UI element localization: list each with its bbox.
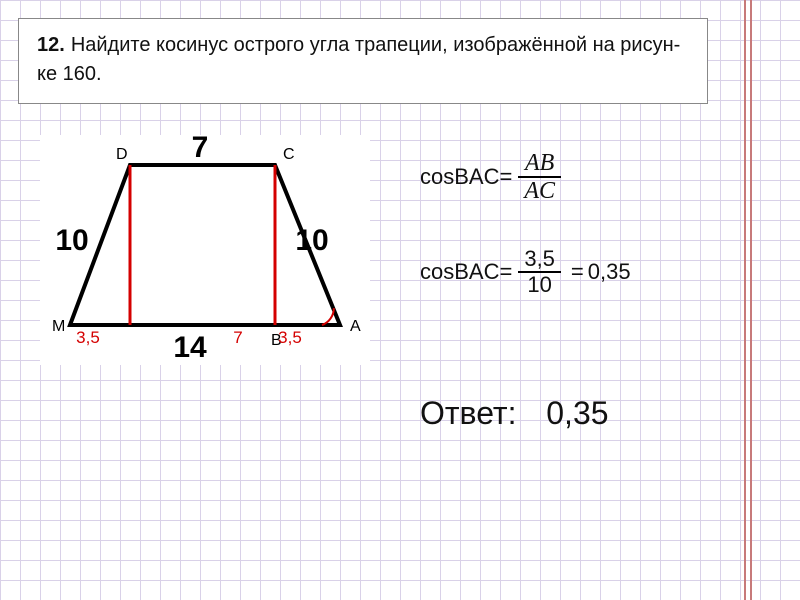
- answer-label: Ответ:: [420, 395, 516, 431]
- calc1-numerator: AB: [519, 150, 560, 176]
- calc2-rhs: 0,35: [588, 259, 631, 285]
- calculation-area: cosBAC= AB AC cosBAC= 3,5 10 = 0,35: [420, 150, 760, 339]
- svg-text:D: D: [116, 146, 128, 163]
- calc1-fraction: AB AC: [518, 150, 561, 205]
- problem-number: 12.: [37, 34, 65, 56]
- svg-text:10: 10: [55, 224, 88, 257]
- problem-text-line2: ке 160.: [37, 63, 102, 85]
- svg-text:7: 7: [192, 135, 209, 164]
- problem-text-line1: Найдите косинус острого угла трапеции, и…: [71, 34, 681, 56]
- calc2-equals: =: [571, 259, 584, 285]
- calc-row-2: cosBAC= 3,5 10 = 0,35: [420, 247, 760, 297]
- answer-line: Ответ: 0,35: [420, 395, 609, 432]
- svg-text:A: A: [350, 318, 361, 335]
- answer-value: 0,35: [546, 395, 608, 431]
- trapezoid-figure-panel: MDCAB71010143,53,57: [40, 135, 370, 365]
- calc2-denominator: 10: [521, 273, 557, 297]
- svg-text:14: 14: [173, 331, 207, 364]
- calc2-fraction: 3,5 10: [518, 247, 561, 297]
- svg-text:M: M: [52, 318, 65, 335]
- problem-statement-box: 12. Найдите косинус острого угла трапеции…: [18, 18, 708, 104]
- trapezoid-svg: MDCAB71010143,53,57: [40, 135, 370, 365]
- svg-text:3,5: 3,5: [278, 328, 302, 347]
- calc1-lhs: cosBAC=: [420, 164, 512, 190]
- svg-text:7: 7: [233, 328, 242, 347]
- calc2-lhs: cosBAC=: [420, 259, 512, 285]
- svg-text:3,5: 3,5: [76, 328, 100, 347]
- calc2-numerator: 3,5: [518, 247, 561, 271]
- svg-text:10: 10: [295, 224, 328, 257]
- calc1-denominator: AC: [518, 178, 561, 204]
- calc-row-1: cosBAC= AB AC: [420, 150, 760, 205]
- svg-text:C: C: [283, 146, 295, 163]
